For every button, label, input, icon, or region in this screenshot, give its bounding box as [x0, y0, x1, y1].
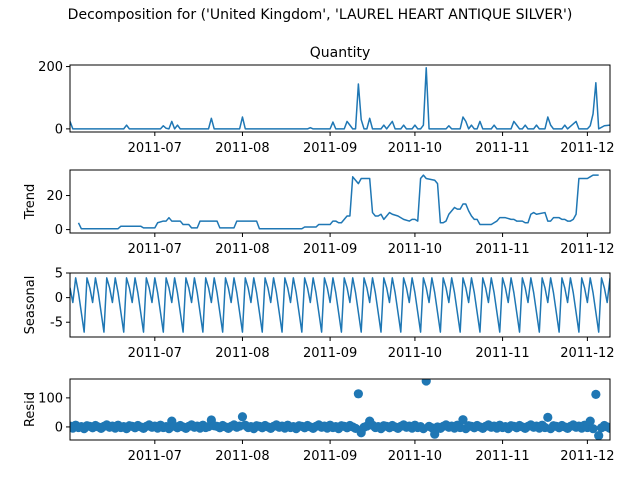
resid-point	[237, 412, 248, 422]
trend-line	[77, 174, 599, 230]
x-tick-label: 2011-09	[303, 242, 357, 257]
x-tick-label: 2011-10	[388, 242, 442, 257]
x-tick-label: 2011-12	[560, 141, 614, 156]
x-tick-label: 2011-12	[560, 449, 614, 464]
x-tick-label: 2011-07	[128, 242, 182, 257]
x-tick-label: 2011-07	[128, 141, 182, 156]
series-group	[70, 277, 610, 333]
y-axis-label: Resid	[23, 392, 38, 427]
y-tick-label: 0	[55, 291, 63, 306]
panel-4: 0 100 2011-07 2011-08 2011-09 2011-10 2011-11 2…	[23, 378, 615, 464]
x-tick-label: 2011-09	[303, 141, 357, 156]
series-group	[70, 67, 610, 130]
resid-point	[353, 389, 363, 399]
x-tick-label: 2011-12	[560, 346, 614, 361]
seasonal-line	[70, 277, 610, 333]
panel-title: Quantity	[310, 45, 371, 61]
x-tick-label: 2011-12	[560, 242, 614, 257]
resid-point	[543, 412, 553, 422]
y-tick-label: 0	[55, 420, 63, 435]
resid-point	[585, 416, 595, 426]
panel-2: 0 20 2011-07 2011-08 2011-09 2011-10 2011-11 20…	[23, 169, 615, 257]
x-tick-label: 2011-11	[475, 449, 529, 464]
y-axis-label: Trend	[23, 184, 38, 221]
x-tick-label: 2011-08	[215, 449, 269, 464]
resid-point	[591, 389, 601, 399]
resid-point	[421, 379, 431, 386]
axes-frame	[69, 378, 611, 441]
x-tick-label: 2011-10	[388, 141, 442, 156]
x-tick-label: 2011-10	[388, 449, 442, 464]
x-tick-label: 2011-11	[475, 242, 529, 257]
x-tick-label: 2011-07	[128, 449, 182, 464]
x-tick-label: 2011-11	[475, 346, 529, 361]
x-tick-label: 2011-08	[215, 346, 269, 361]
resid-point	[605, 423, 610, 433]
axes-frame	[69, 272, 611, 338]
quantity-line	[70, 67, 610, 130]
y-tick-label: -5	[50, 316, 63, 331]
series-group	[77, 174, 599, 230]
x-tick-label: 2011-08	[215, 141, 269, 156]
y-axis-label: Seasonal	[23, 276, 38, 335]
x-tick-label: 2011-09	[303, 449, 357, 464]
axes-frame	[69, 64, 611, 133]
x-tick-label: 2011-09	[303, 346, 357, 361]
x-tick-label: 2011-08	[215, 242, 269, 257]
y-tick-label: 5	[55, 267, 63, 282]
panel-1: 0 200 2011-07 2011-08 2011-09 2011-10 2011-11 2…	[38, 45, 614, 156]
resid-point	[588, 424, 598, 434]
resid-point	[594, 431, 604, 440]
figure-title: Decomposition for ('United Kingdom', 'LA…	[67, 7, 573, 23]
y-tick-label: 0	[55, 223, 63, 238]
panel-3: -5 0 5 2011-07 2011-08 2011-09 2011-10 2011-11 2…	[23, 267, 615, 362]
axes-frame	[69, 169, 611, 234]
x-tick-label: 2011-10	[388, 346, 442, 361]
resid-point	[458, 415, 468, 425]
x-tick-label: 2011-07	[128, 346, 182, 361]
series-group	[70, 379, 610, 440]
resid-point	[430, 429, 440, 439]
y-tick-label: 0	[55, 122, 63, 137]
y-tick-label: 20	[46, 189, 63, 204]
x-tick-label: 2011-11	[475, 141, 529, 156]
y-tick-label: 200	[38, 60, 63, 75]
y-tick-label: 100	[38, 391, 63, 406]
